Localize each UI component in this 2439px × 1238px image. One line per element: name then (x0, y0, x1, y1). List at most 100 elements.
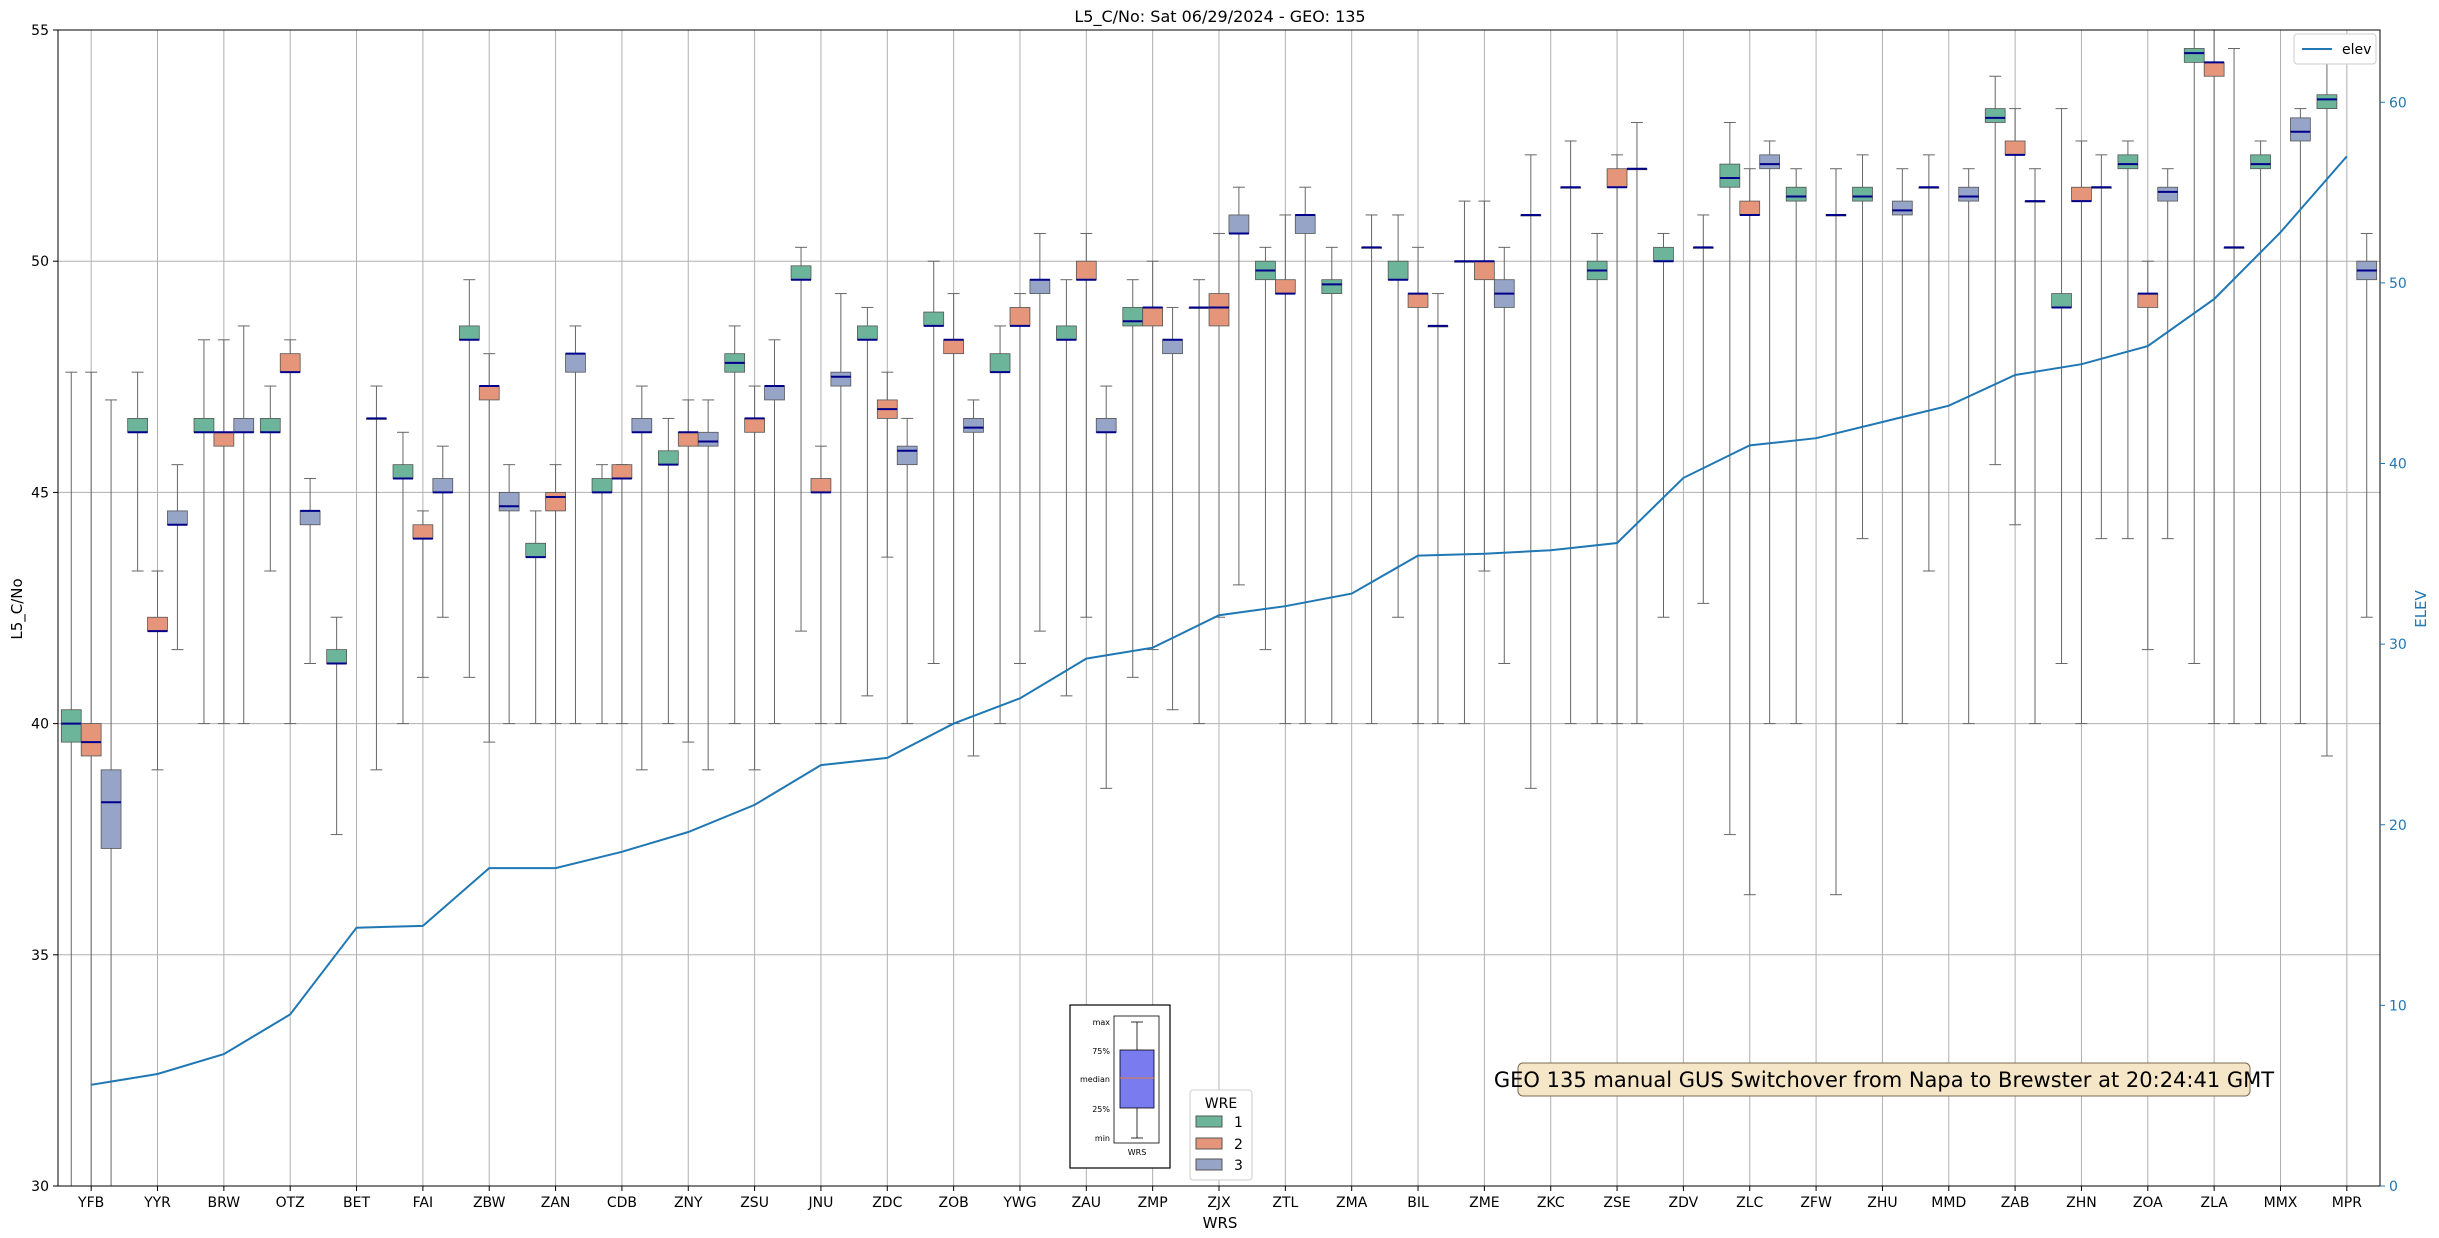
box-wre-3 (631, 385, 653, 771)
box-wre-2 (478, 353, 500, 743)
x-tick-label: BIL (1407, 1195, 1429, 1211)
box-body (392, 464, 414, 479)
box-wre-1 (724, 325, 746, 725)
box-wre-2 (1142, 260, 1164, 651)
box-wre-2 (2137, 260, 2159, 651)
box-wre-3 (1095, 385, 1117, 789)
box-wre-1 (790, 246, 812, 632)
box-wre-1 (1520, 154, 1542, 789)
box-wre-1 (1321, 246, 1343, 725)
x-tick-label: JNU (808, 1195, 834, 1211)
y-tick-label: 55 (31, 23, 49, 39)
x-tick-label: ZHU (1867, 1195, 1897, 1211)
box-body (1228, 214, 1250, 234)
box-body (830, 371, 852, 387)
box-wre-3 (167, 464, 188, 651)
annotation: GEO 135 manual GUS Switchover from Napa … (1494, 1062, 2274, 1097)
x-tick-label: ZHN (2066, 1195, 2097, 1211)
box-body (658, 450, 679, 466)
x-tick-label: ZDC (872, 1195, 902, 1211)
box-wre-3 (2157, 168, 2179, 540)
box-wre-3 (1427, 293, 1449, 725)
x-tick-label: ZMP (1138, 1195, 1168, 1211)
x-tick-label: ZME (1469, 1195, 1500, 1211)
box-wre-3 (1958, 168, 1980, 725)
x-tick-label: ZSE (1603, 1195, 1630, 1211)
box-wre-1 (857, 306, 878, 697)
y2-tick-label: 40 (2389, 457, 2407, 473)
inset-plot-frame (1113, 1015, 1160, 1144)
y-tick-label: 45 (31, 485, 49, 501)
inset-label-median: median (1080, 1075, 1110, 1084)
box-body (1653, 246, 1674, 262)
y-tick-label: 35 (31, 948, 49, 964)
box-body (259, 418, 281, 433)
box-body (1785, 186, 1807, 202)
box-wre-1 (923, 260, 945, 664)
line-legend: elev (2293, 33, 2377, 65)
legend-swatch-3 (1195, 1158, 1223, 1171)
box-body (1122, 307, 1144, 327)
box-body (565, 353, 586, 373)
x-tick-label: ZSU (740, 1195, 769, 1211)
box-body (1142, 307, 1164, 327)
box-legend-frame (1189, 1089, 1253, 1181)
box-wre-1 (989, 325, 1011, 725)
box-wre-2 (279, 339, 301, 725)
box-wre-1 (326, 616, 347, 836)
box-wre-3 (1162, 306, 1183, 711)
box-wre-3 (2356, 232, 2378, 618)
box-wre-3 (233, 325, 255, 725)
box-wre-3 (432, 445, 454, 618)
box-body (279, 353, 301, 373)
y2-tick-label: 10 (2389, 998, 2407, 1014)
box-body (1474, 260, 1495, 281)
box-wre-2 (677, 399, 699, 743)
x-tick-label: ZAU (1072, 1195, 1101, 1211)
box-body (2290, 117, 2311, 142)
box-body (963, 418, 984, 433)
y-tick-label: 40 (31, 717, 49, 733)
x-tick-label: ZLA (2200, 1195, 2228, 1211)
box-wre-1 (1719, 121, 1741, 836)
annotation-text: GEO 135 manual GUS Switchover from Napa … (1494, 1068, 2274, 1092)
box-wre-1 (1122, 279, 1144, 678)
box-wre-3 (1891, 168, 1913, 725)
box-body (1852, 186, 1873, 202)
box-wre-3 (1493, 246, 1515, 664)
x-tick-label: MMD (1931, 1195, 1966, 1211)
x-tick-label: ZOA (2133, 1195, 2163, 1211)
x-tick-label: BET (343, 1195, 370, 1211)
box-wre-1 (1918, 154, 1940, 572)
y-tick-label: 50 (31, 254, 49, 270)
box-wre-1 (1188, 279, 1210, 725)
box-body (1294, 214, 1316, 234)
box-wre-2 (1407, 246, 1429, 725)
x-tick-label: MMX (2264, 1195, 2298, 1211)
box-wre-3 (896, 417, 918, 725)
box-body (2071, 186, 2092, 202)
x-tick-label: ZDV (1669, 1195, 1699, 1211)
box-wre-1 (259, 385, 281, 572)
legend-swatch-2 (1195, 1137, 1223, 1150)
box-wre-1 (193, 339, 215, 725)
box-body (591, 478, 613, 493)
box-wre-3 (963, 399, 984, 757)
box-body (1162, 339, 1183, 355)
box-wre-2 (744, 385, 765, 771)
box-body (60, 709, 82, 743)
x-tick-label: ZKC (1537, 1195, 1565, 1211)
line-legend-label: elev (2342, 42, 2371, 58)
inset-label-min: min (1095, 1134, 1110, 1143)
x-tick-label: YFB (77, 1195, 104, 1211)
box-body (697, 431, 719, 447)
inset-box (1119, 1049, 1155, 1109)
box-body (611, 464, 633, 479)
x-tick-label: OTZ (276, 1195, 305, 1211)
box-wre-1 (658, 417, 679, 725)
box-body (147, 616, 168, 632)
axes: 30 35 40 45 50 55 0 10 20 30 40 50 60 YFB YYR BRW OTZ BET… (31, 23, 2407, 1211)
box-body (100, 769, 122, 849)
box-wre-1 (2183, 29, 2205, 664)
